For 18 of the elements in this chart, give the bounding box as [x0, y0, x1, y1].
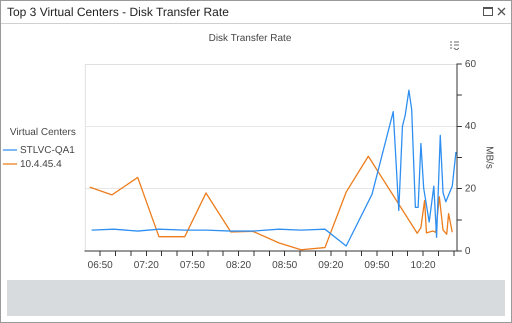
y2-tick-label: 40 — [464, 121, 476, 132]
x-tick-label: 07:50 — [180, 260, 206, 271]
x-tick-label: 09:50 — [364, 260, 390, 271]
y2-tick-label: 20 — [464, 183, 476, 194]
x-tick-label: 06:50 — [88, 260, 114, 271]
x-tick-label: 09:20 — [318, 260, 344, 271]
x-tick-label: 10:20 — [410, 260, 436, 271]
chart-subtitle: Disk Transfer Rate — [208, 32, 292, 44]
legend-title: Virtual Centers — [10, 126, 76, 138]
y2-tick-label: 0 — [464, 246, 471, 257]
y2-axis-title: MB/s — [483, 146, 494, 169]
y2-tick-label: 60 — [464, 58, 476, 70]
x-tick-label: 08:50 — [272, 260, 298, 271]
legend-label: STLVC-QA1 — [20, 144, 76, 156]
x-tick-label: 08:20 — [226, 260, 252, 271]
x-tick-label: 07:20 — [134, 260, 160, 271]
legend-label: 10.4.45.4 — [20, 158, 62, 170]
chart-title: Top 3 Virtual Centers - Disk Transfer Rate — [7, 5, 229, 19]
